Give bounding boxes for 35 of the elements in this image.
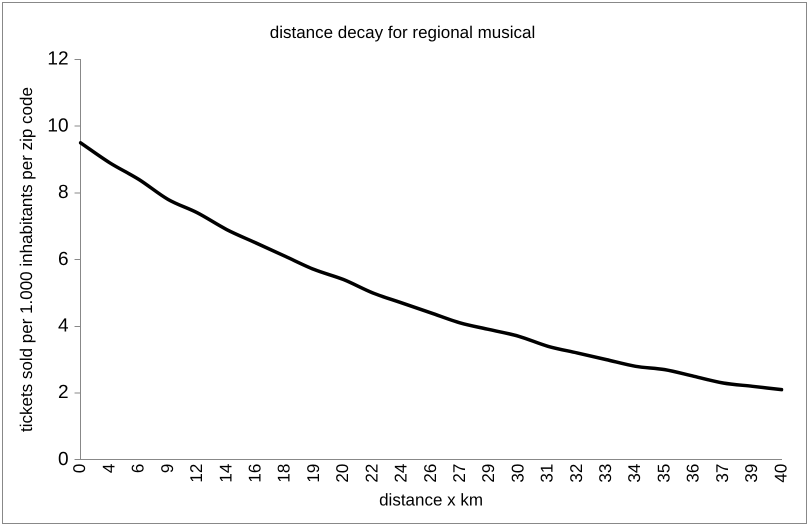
x-tick-label: 32 xyxy=(566,464,586,483)
x-tick-label: 18 xyxy=(274,464,294,483)
y-tick-label: 6 xyxy=(58,248,69,270)
x-tick-label: 4 xyxy=(99,464,118,474)
x-tick-label: 31 xyxy=(538,464,557,483)
x-axis-title: distance x km xyxy=(379,490,484,510)
x-tick-label: 36 xyxy=(684,464,703,483)
x-tick-label: 12 xyxy=(187,464,206,483)
x-tick-label: 9 xyxy=(158,464,177,474)
x-tick-label: 39 xyxy=(742,464,762,483)
y-axis-title: tickets sold per 1.000 inhabitants per zip code xyxy=(16,87,36,432)
x-tick-label: 33 xyxy=(596,464,616,483)
x-tick-label: 19 xyxy=(304,464,323,483)
x-tick-label: 0 xyxy=(70,464,90,474)
x-tick-label: 14 xyxy=(216,464,236,483)
x-tick-label: 29 xyxy=(479,464,498,483)
x-tick-label: 26 xyxy=(420,464,440,483)
y-tick-label: 2 xyxy=(58,382,69,404)
line-series xyxy=(78,141,784,392)
y-tick-label: 10 xyxy=(47,115,69,136)
x-tick-label: 40 xyxy=(771,464,790,483)
x-tick-label: 35 xyxy=(654,464,674,483)
x-tick-label: 24 xyxy=(392,464,411,483)
y-tick-label: 12 xyxy=(47,48,69,70)
chart-title: distance decay for regional musical xyxy=(270,22,536,42)
y-tick-label: 4 xyxy=(58,315,69,336)
x-tick-label: 27 xyxy=(450,464,469,483)
x-tick-label: 6 xyxy=(128,464,148,474)
x-tick-label: 20 xyxy=(333,464,352,483)
x-tick-label: 30 xyxy=(508,464,528,483)
x-tick-label: 16 xyxy=(245,464,264,483)
x-tick-label: 37 xyxy=(712,464,732,483)
x-tick-label: 22 xyxy=(362,464,382,483)
x-tick-label: 34 xyxy=(625,464,644,483)
y-tick-label: 8 xyxy=(58,182,69,204)
